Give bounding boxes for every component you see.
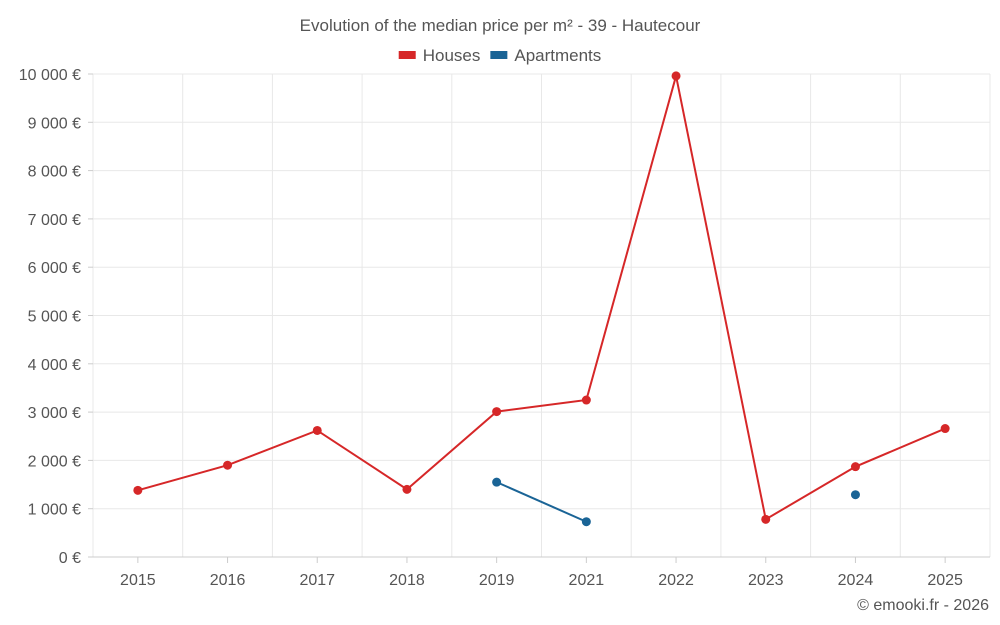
x-axis-ticks: 2015 2016 2017 2018 2019 2021 2022 2023 2024 2025 bbox=[120, 557, 963, 589]
x-tick-label: 2024 bbox=[838, 572, 874, 589]
y-tick-label: 0 € bbox=[59, 550, 81, 567]
y-tick-label: 4 000 € bbox=[28, 357, 81, 374]
x-tick-label: 2023 bbox=[748, 572, 784, 589]
x-tick-label: 2017 bbox=[299, 572, 335, 589]
y-tick-label: 8 000 € bbox=[28, 164, 81, 181]
apartments-point[interactable] bbox=[492, 477, 502, 487]
houses-point[interactable] bbox=[761, 514, 771, 524]
y-tick-label: 9 000 € bbox=[28, 115, 81, 132]
credit-text: © emooki.fr - 2026 bbox=[857, 597, 989, 614]
houses-point[interactable] bbox=[581, 395, 591, 405]
grid-lines bbox=[92, 73, 991, 558]
houses-point[interactable] bbox=[492, 407, 502, 417]
houses-point[interactable] bbox=[223, 460, 233, 470]
x-tick-label: 2021 bbox=[569, 572, 605, 589]
y-tick-label: 6 000 € bbox=[28, 260, 81, 277]
x-tick-label: 2022 bbox=[658, 572, 694, 589]
legend-label: Houses bbox=[423, 46, 481, 65]
y-axis-ticks: 0 € 1 000 € 2 000 € 3 000 € 4 000 € 5 000 € 6 … bbox=[19, 67, 93, 567]
series-group bbox=[133, 71, 950, 527]
x-tick-label: 2015 bbox=[120, 572, 156, 589]
legend-item-apartments[interactable]: Apartments bbox=[490, 46, 601, 65]
apartments-point[interactable] bbox=[850, 490, 860, 500]
y-tick-label: 2 000 € bbox=[28, 453, 81, 470]
legend-swatch bbox=[398, 51, 416, 59]
legend-item-houses[interactable]: Houses bbox=[398, 46, 481, 65]
houses-point[interactable] bbox=[312, 425, 322, 435]
apartments-series-line bbox=[496, 481, 587, 523]
chart-title: Evolution of the median price per m² - 3… bbox=[300, 16, 701, 35]
x-tick-label: 2018 bbox=[389, 572, 425, 589]
x-tick-label: 2016 bbox=[210, 572, 246, 589]
y-tick-label: 10 000 € bbox=[19, 67, 81, 84]
apartments-point[interactable] bbox=[581, 517, 591, 527]
x-tick-label: 2019 bbox=[479, 572, 515, 589]
houses-point[interactable] bbox=[850, 462, 860, 472]
y-tick-label: 1 000 € bbox=[28, 502, 81, 519]
houses-point[interactable] bbox=[133, 485, 143, 495]
houses-point[interactable] bbox=[402, 484, 412, 494]
y-tick-label: 5 000 € bbox=[28, 309, 81, 326]
legend-swatch bbox=[490, 51, 508, 59]
x-tick-label: 2025 bbox=[927, 572, 963, 589]
legend-label: Apartments bbox=[514, 46, 601, 65]
houses-point[interactable] bbox=[940, 424, 950, 434]
y-tick-label: 7 000 € bbox=[28, 212, 81, 229]
houses-series-line bbox=[137, 75, 946, 521]
houses-point[interactable] bbox=[671, 71, 681, 81]
legend[interactable]: Houses Apartments bbox=[398, 46, 602, 65]
y-tick-label: 3 000 € bbox=[28, 405, 81, 422]
